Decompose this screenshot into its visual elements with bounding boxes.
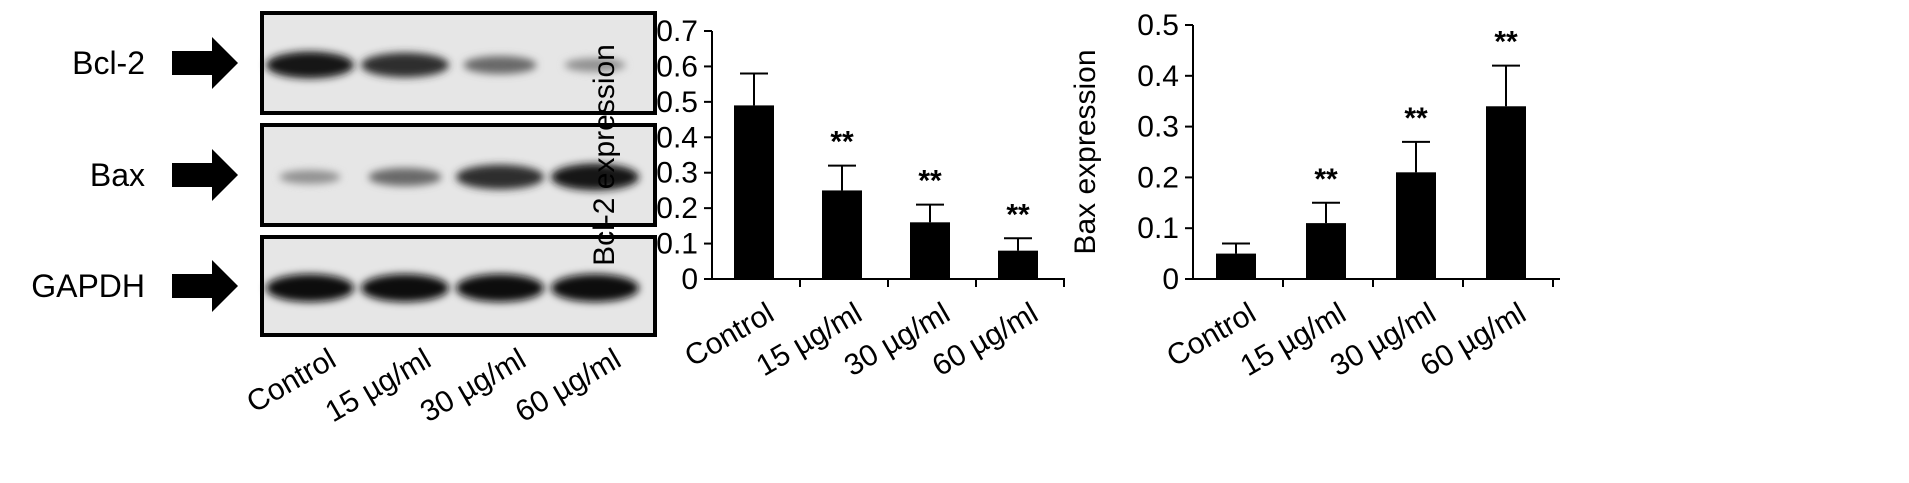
blot-band [266, 274, 354, 302]
blot-band [564, 58, 626, 72]
bar [1396, 172, 1436, 279]
blot-band [456, 164, 544, 190]
significance-label: ** [1314, 163, 1338, 196]
blot-row-label: Bcl-2 [72, 45, 145, 81]
blot-band [463, 55, 537, 75]
blot-band [266, 51, 354, 79]
blot-band [456, 274, 544, 302]
y-tick-label: 0.5 [656, 86, 698, 119]
y-tick-label: 0.3 [1137, 111, 1179, 144]
arrow-icon [172, 260, 238, 312]
y-tick-label: 0.5 [1137, 9, 1179, 42]
blot-lane-label: 60 µg/ml [510, 342, 627, 428]
y-tick-label: 0.1 [656, 228, 698, 261]
y-tick-label: 0 [1162, 263, 1179, 296]
blot-band [551, 163, 639, 191]
blot-lane-label: 15 µg/ml [320, 342, 437, 428]
blot-band [279, 170, 341, 184]
significance-label: ** [830, 126, 854, 159]
blot-row-label: GAPDH [31, 268, 145, 304]
bar [1306, 223, 1346, 279]
blot-band [361, 274, 449, 302]
bar [734, 105, 774, 280]
y-tick-label: 0.4 [1137, 60, 1179, 93]
y-tick-label: 0.1 [1137, 212, 1179, 245]
arrow-icon [172, 149, 238, 201]
y-axis-title: Bax expression [1069, 49, 1102, 254]
blot-band [551, 274, 639, 302]
blot-band [368, 167, 442, 187]
blot-row-label: Bax [90, 157, 145, 193]
significance-label: ** [1404, 102, 1428, 135]
y-tick-label: 0.2 [656, 192, 698, 225]
y-tick-label: 0.2 [1137, 161, 1179, 194]
significance-label: ** [1494, 26, 1518, 59]
significance-label: ** [1006, 198, 1030, 231]
arrow-icon [172, 37, 238, 89]
bar [822, 190, 862, 279]
significance-label: ** [918, 165, 942, 198]
bar [1486, 106, 1526, 279]
y-tick-label: 0.4 [656, 121, 698, 154]
blot-band [361, 52, 449, 78]
y-tick-label: 0.7 [656, 15, 698, 48]
bar [910, 222, 950, 279]
bar [1216, 253, 1256, 279]
y-tick-label: 0 [681, 263, 698, 296]
y-tick-label: 0.3 [656, 157, 698, 190]
blot-lane-label: 30 µg/ml [415, 342, 532, 428]
y-axis-title: Bcl-2 expression [588, 44, 621, 266]
bar [998, 250, 1038, 279]
y-tick-label: 0.6 [656, 50, 698, 83]
